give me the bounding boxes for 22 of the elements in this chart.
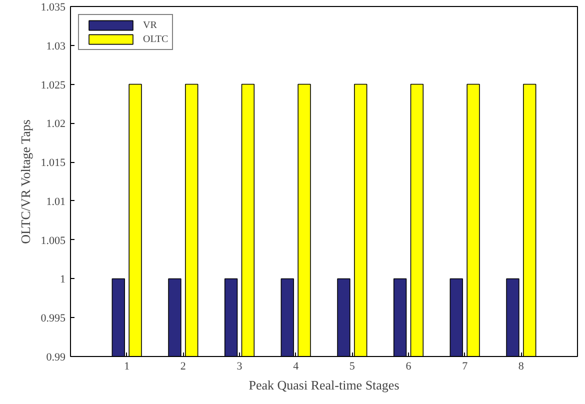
y-tick-label: 0.99	[46, 352, 66, 364]
x-tick-label: 2	[180, 360, 186, 372]
y-axis-title: OLTC/VR Voltage Taps	[18, 120, 33, 244]
legend-label: OLTC	[143, 34, 168, 44]
y-tick-label: 1.02	[46, 118, 66, 130]
x-tick-label: 1	[124, 360, 130, 372]
y-tick-label: 1.005	[40, 234, 66, 247]
x-axis-title: Peak Quasi Real-time Stages	[248, 378, 400, 392]
x-tick-label: 4	[293, 360, 300, 372]
y-tick-label: 1.035	[40, 2, 66, 14]
y-tick-label: 1	[60, 274, 66, 286]
y-tick-label: 1.03	[46, 40, 66, 52]
x-tick-label: 7	[462, 360, 468, 372]
y-tick-label: 1.015	[40, 157, 66, 170]
legend-label: VR	[143, 20, 158, 30]
y-tick-label: 1.025	[40, 79, 66, 92]
y-tick-label: 0.995	[40, 312, 66, 325]
x-tick-label: 6	[406, 360, 412, 372]
x-tick-label: 3	[236, 360, 243, 372]
y-tick-label: 1.01	[46, 196, 66, 208]
x-tick-label: 5	[349, 360, 356, 372]
x-tick-label: 8	[518, 360, 524, 372]
